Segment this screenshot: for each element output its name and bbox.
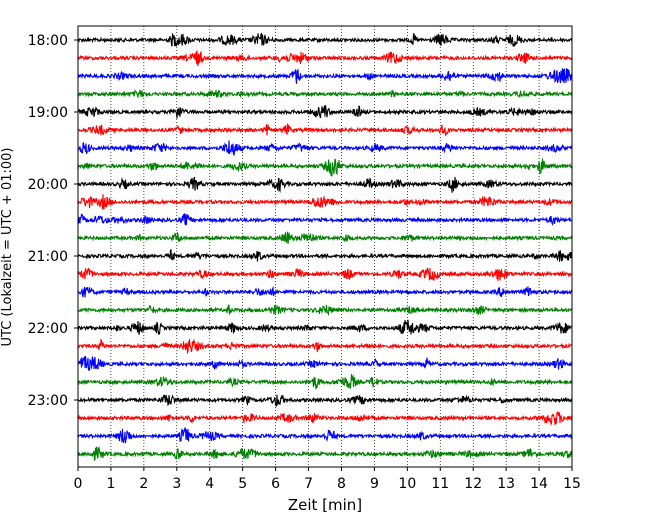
y-tick-label: 20:00 — [28, 177, 68, 193]
x-tick-label: 5 — [238, 476, 247, 492]
y-tick-label: 18:00 — [28, 33, 68, 49]
x-tick-label: 10 — [398, 476, 416, 492]
x-tick-label: 3 — [172, 476, 181, 492]
trace-line — [77, 88, 573, 99]
x-tick-label: 13 — [497, 476, 515, 492]
x-tick-label: 7 — [304, 476, 313, 492]
plot-frame — [77, 25, 573, 468]
trace-line — [77, 68, 573, 84]
y-tick-label: 23:00 — [28, 393, 68, 409]
x-axis-label: Zeit [min] — [288, 496, 362, 514]
trace-line — [77, 304, 573, 317]
x-tick-label: 0 — [74, 476, 83, 492]
x-tick-label: 14 — [530, 476, 548, 492]
x-tick-label: 11 — [431, 476, 449, 492]
trace-line — [77, 176, 573, 194]
trace-line — [77, 394, 573, 408]
trace-line — [77, 158, 573, 177]
trace-line — [77, 427, 573, 444]
trace-line — [77, 50, 573, 67]
x-tick-label: 12 — [464, 476, 482, 492]
trace-line — [77, 355, 573, 371]
trace-line — [77, 32, 573, 47]
x-tick-label: 4 — [205, 476, 214, 492]
x-tick-label: 8 — [337, 476, 346, 492]
trace-line — [77, 122, 573, 137]
y-tick-label: 19:00 — [28, 105, 68, 121]
trace-line — [77, 105, 573, 119]
x-tick-label: 9 — [370, 476, 379, 492]
trace-line — [77, 285, 573, 298]
trace-line — [77, 374, 573, 390]
trace-line — [77, 319, 573, 335]
x-tick-label: 15 — [563, 476, 581, 492]
x-tick-label: 2 — [139, 476, 148, 492]
trace-line — [77, 446, 573, 462]
x-axis-ticks: 0 1 2 3 4 5 6 7 8 9 10 11 12 13 14 15 — [74, 467, 581, 492]
trace-line — [77, 231, 573, 245]
y-axis-ticks: 18:00 19:00 20:00 21:00 22:00 23:00 — [28, 33, 78, 409]
y-axis-label: UTC (Lokalzeit = UTC + 01:00) — [0, 148, 15, 347]
trace-line — [77, 249, 573, 262]
trace-line — [77, 267, 573, 281]
x-tick-label: 1 — [106, 476, 115, 492]
y-tick-label: 21:00 — [28, 249, 68, 265]
trace-line — [77, 194, 573, 210]
trace-line — [77, 140, 573, 156]
y-tick-label: 22:00 — [28, 321, 68, 337]
seismic-traces — [77, 32, 573, 462]
x-tick-label: 6 — [271, 476, 280, 492]
trace-line — [77, 213, 573, 226]
trace-line — [77, 338, 573, 355]
trace-line — [77, 410, 573, 426]
